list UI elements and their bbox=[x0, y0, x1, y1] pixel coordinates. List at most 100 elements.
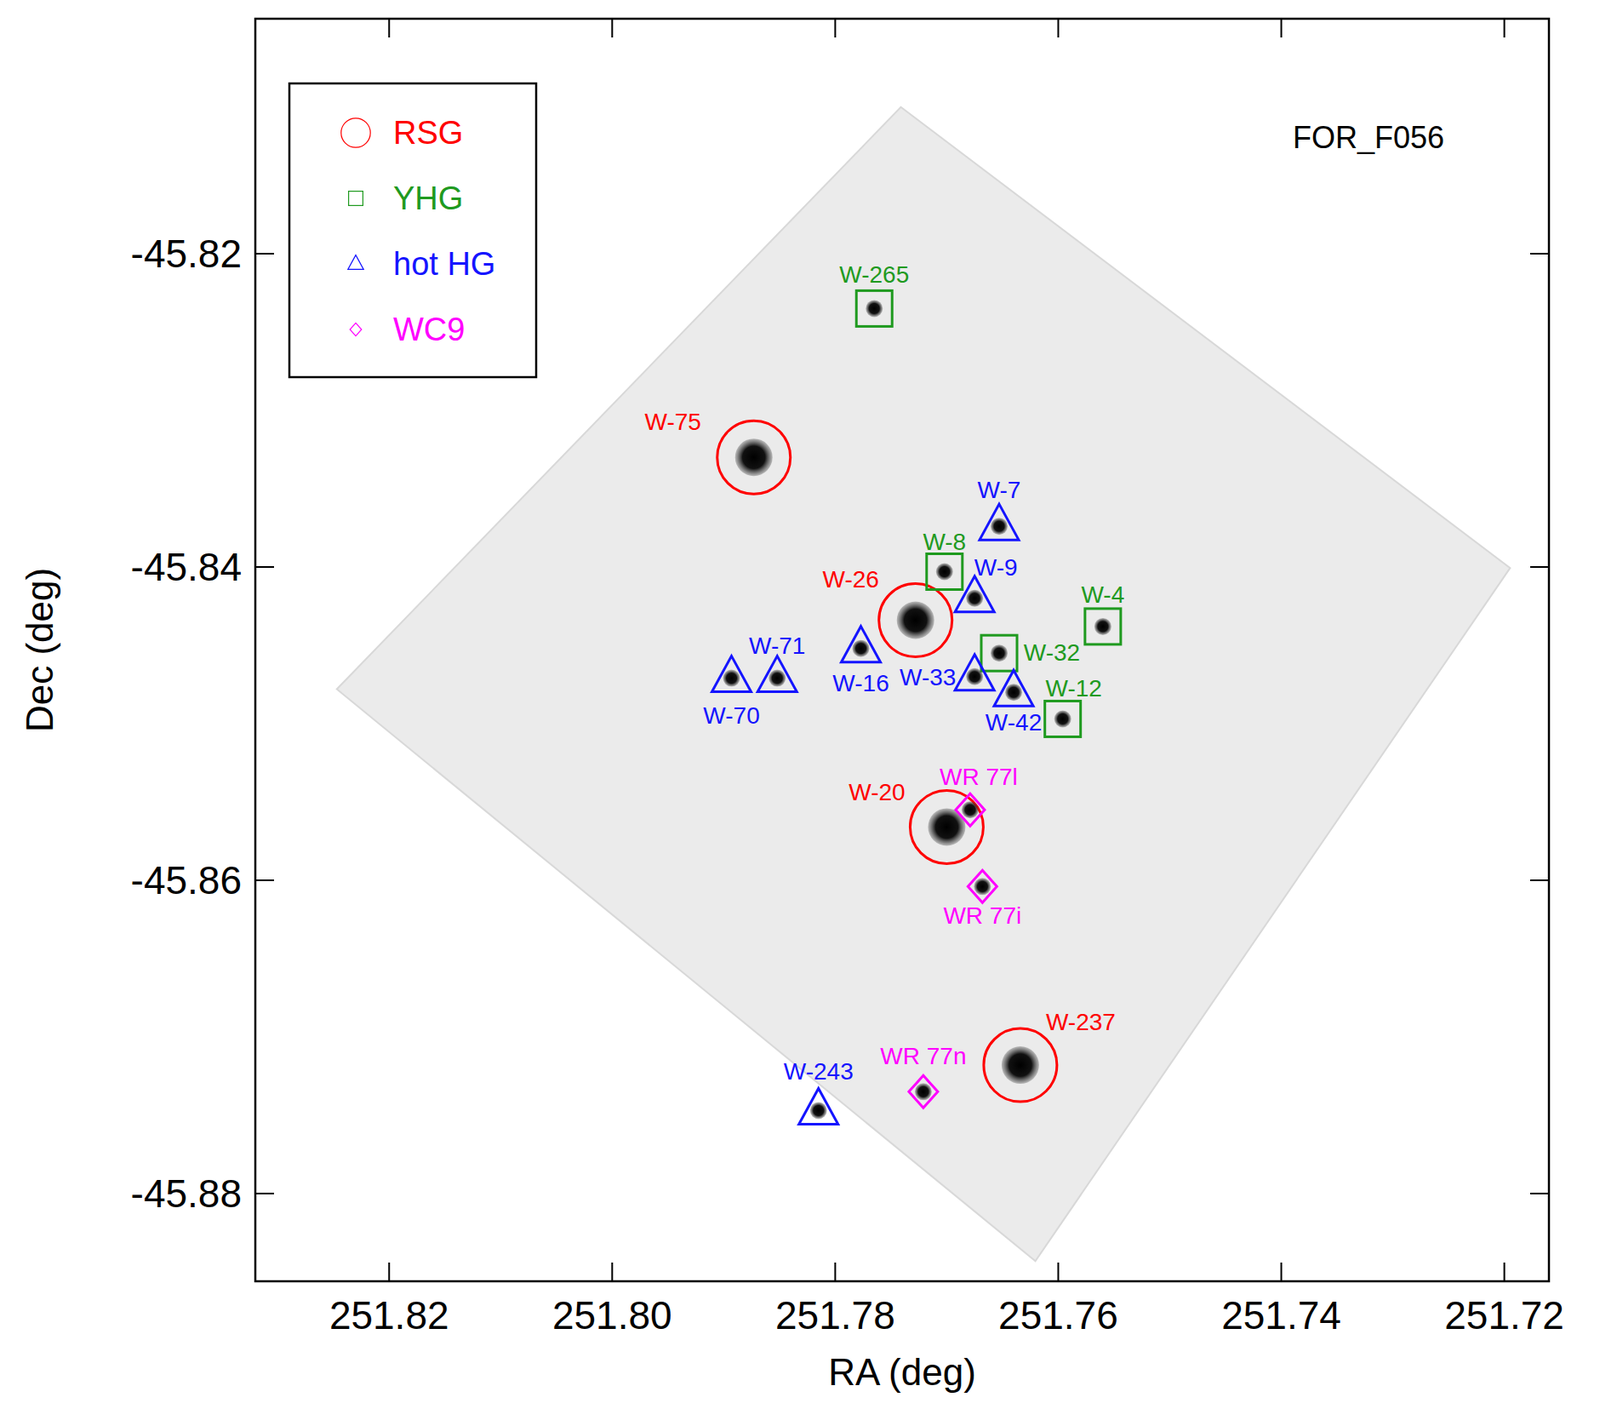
star bbox=[1094, 617, 1112, 635]
star bbox=[936, 563, 954, 581]
marker-circle bbox=[909, 789, 983, 863]
marker-square bbox=[1045, 700, 1081, 737]
y-tick-label: -45.84 bbox=[131, 544, 242, 589]
star bbox=[1054, 709, 1072, 727]
marker-triangle bbox=[799, 1087, 839, 1124]
point-label: W-70 bbox=[702, 702, 760, 729]
star bbox=[961, 800, 979, 818]
legend-marker bbox=[341, 118, 371, 148]
star bbox=[768, 669, 786, 687]
point-label: WR 77l bbox=[939, 763, 1018, 790]
point-label: W-33 bbox=[899, 663, 956, 691]
legend-label: RSG bbox=[393, 114, 463, 151]
y-tick bbox=[255, 1192, 275, 1195]
y-tick bbox=[1530, 565, 1549, 568]
marker-circle bbox=[983, 1028, 1058, 1102]
x-tick-label: 251.80 bbox=[552, 1292, 673, 1338]
x-tick bbox=[834, 1262, 836, 1281]
y-tick-label: -45.86 bbox=[131, 857, 242, 903]
star bbox=[865, 299, 883, 317]
x-tick bbox=[1057, 18, 1059, 38]
point-label: W-8 bbox=[922, 528, 966, 555]
marker-triangle bbox=[979, 503, 1019, 540]
x-tick bbox=[611, 18, 613, 38]
marker-diamond bbox=[967, 869, 997, 903]
x-tick-label: 251.72 bbox=[1444, 1292, 1565, 1338]
x-tick bbox=[1503, 18, 1506, 38]
point-label: WR 77n bbox=[880, 1042, 966, 1069]
marker-diamond bbox=[955, 793, 985, 826]
legend-label: YHG bbox=[393, 180, 463, 217]
x-tick bbox=[1503, 1262, 1506, 1281]
point-label: W-12 bbox=[1045, 674, 1102, 702]
point-label: W-237 bbox=[1045, 1008, 1116, 1035]
marks bbox=[712, 290, 1121, 1124]
star bbox=[965, 589, 983, 607]
point-label: W-4 bbox=[1080, 581, 1125, 608]
point-label: W-20 bbox=[848, 778, 905, 806]
x-tick bbox=[1280, 1262, 1283, 1281]
marker-triangle bbox=[757, 656, 797, 692]
legend-box bbox=[289, 83, 537, 378]
marker-triangle bbox=[954, 654, 995, 691]
x-tick-label: 251.74 bbox=[1221, 1292, 1342, 1338]
legend-marker bbox=[348, 191, 364, 206]
point-label: W-16 bbox=[832, 669, 889, 697]
y-tick bbox=[1530, 252, 1549, 255]
marker-square bbox=[856, 290, 892, 326]
star bbox=[973, 877, 991, 895]
star bbox=[914, 1082, 932, 1100]
marker-triangle bbox=[954, 576, 995, 612]
marker-square bbox=[1085, 608, 1121, 645]
point-label: W-71 bbox=[748, 632, 806, 659]
legend-label: WC9 bbox=[393, 311, 465, 348]
point-label: W-7 bbox=[977, 476, 1022, 503]
point-label: WR 77i bbox=[942, 902, 1022, 929]
x-axis-title: RA (deg) bbox=[828, 1350, 977, 1393]
star bbox=[1001, 1045, 1040, 1084]
legend-marker bbox=[348, 255, 364, 270]
legend-marker bbox=[349, 322, 362, 336]
x-tick bbox=[611, 1262, 613, 1281]
y-tick bbox=[255, 565, 275, 568]
point-label: W-9 bbox=[974, 554, 1018, 581]
marker-square bbox=[926, 554, 963, 590]
x-tick-label: 251.78 bbox=[775, 1292, 896, 1338]
plot-frame bbox=[255, 18, 1549, 1281]
star bbox=[965, 668, 983, 686]
legend-label: hot HG bbox=[393, 245, 496, 282]
x-tick bbox=[1280, 18, 1283, 38]
chart: W-75W-26W-20W-237W-265W-8W-32W-4W-12W-7W… bbox=[0, 0, 1600, 1426]
point-labels: W-75W-26W-20W-237W-265W-8W-32W-4W-12W-7W… bbox=[645, 261, 1126, 1085]
x-tick bbox=[388, 1262, 390, 1281]
point-label: W-32 bbox=[1023, 639, 1080, 666]
point-label: W-42 bbox=[985, 708, 1042, 736]
point-label: W-26 bbox=[822, 565, 880, 593]
y-axis-title: Dec (deg) bbox=[18, 567, 61, 732]
star bbox=[1005, 683, 1023, 701]
y-tick bbox=[1530, 1192, 1549, 1195]
point-label: W-75 bbox=[645, 408, 702, 435]
x-tick bbox=[388, 18, 390, 38]
star bbox=[897, 601, 935, 640]
title: FOR_F056 bbox=[1292, 120, 1445, 155]
y-tick bbox=[1530, 879, 1549, 881]
star bbox=[852, 640, 870, 658]
marker-triangle bbox=[712, 656, 752, 692]
marker-triangle bbox=[994, 669, 1034, 706]
x-tick bbox=[834, 18, 836, 38]
point-label: W-243 bbox=[783, 1057, 854, 1085]
marker-circle bbox=[717, 420, 791, 494]
x-tick-label: 251.76 bbox=[998, 1292, 1119, 1338]
legend: RSG YHG hot HG WC9 bbox=[289, 83, 537, 378]
star bbox=[723, 669, 741, 687]
ticks: 251.82 251.80 251.78 251.76 251.74 251.72 -45.… bbox=[131, 18, 1565, 1338]
y-tick-label: -45.82 bbox=[131, 231, 242, 276]
star bbox=[810, 1101, 828, 1119]
star bbox=[735, 438, 773, 476]
x-tick-label: 251.82 bbox=[329, 1292, 450, 1338]
marker-circle bbox=[879, 583, 953, 658]
y-tick bbox=[255, 879, 275, 881]
x-tick bbox=[1057, 1262, 1059, 1281]
marker-triangle bbox=[841, 626, 881, 663]
